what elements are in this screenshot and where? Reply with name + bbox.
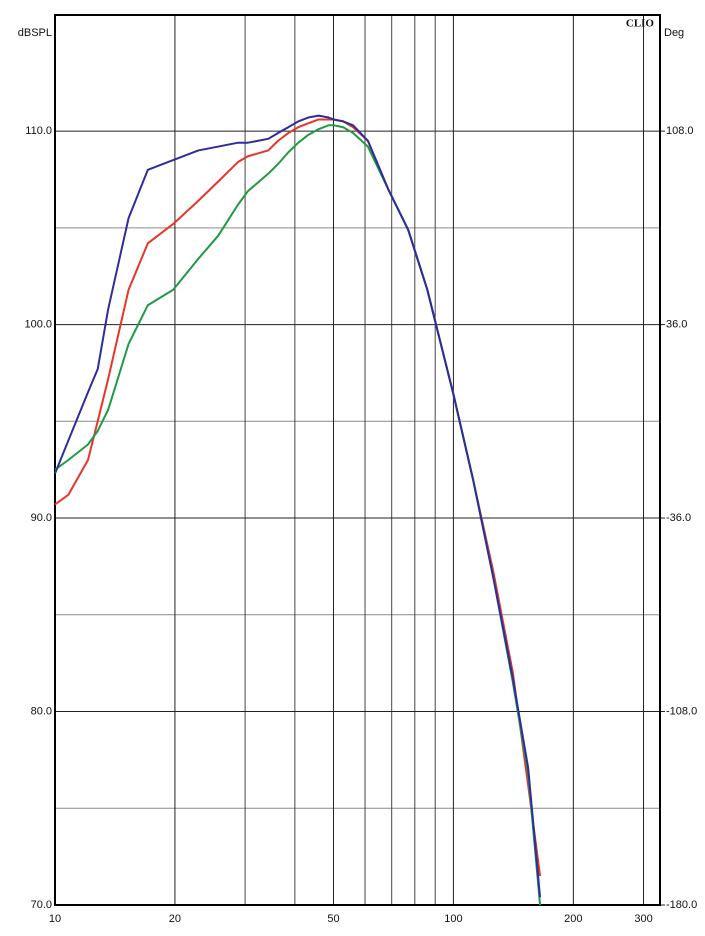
x-tick-label: 10: [49, 913, 61, 925]
y2-axis-label: Deg: [664, 27, 684, 39]
y2-tick-label: 36.0: [666, 318, 687, 330]
y-tick-label: 100.0: [24, 318, 52, 330]
y-tick-label: 80.0: [31, 705, 52, 717]
y2-tick-label: 108.0: [666, 125, 694, 137]
y2-tick-label: -36.0: [666, 512, 691, 524]
y2-tick-label: -180.0: [666, 899, 697, 911]
x-tick-label: 20: [169, 913, 181, 925]
plot-background: [55, 15, 660, 905]
y-tick-label: 70.0: [31, 899, 52, 911]
x-tick-label: 300: [634, 913, 652, 925]
x-tick-label: 100: [444, 913, 462, 925]
plot-frame: [54, 14, 661, 906]
series-line: [54, 114, 542, 898]
x-tick-label: 50: [327, 913, 339, 925]
x-tick-label: 200: [564, 913, 582, 925]
badge: CLIO: [626, 18, 655, 30]
y-axis-label: dBSPL: [18, 27, 52, 39]
y-tick-label: 90.0: [31, 512, 52, 524]
y-tick-label: 110.0: [25, 125, 52, 137]
y2-tick-label: -108.0: [666, 705, 697, 717]
